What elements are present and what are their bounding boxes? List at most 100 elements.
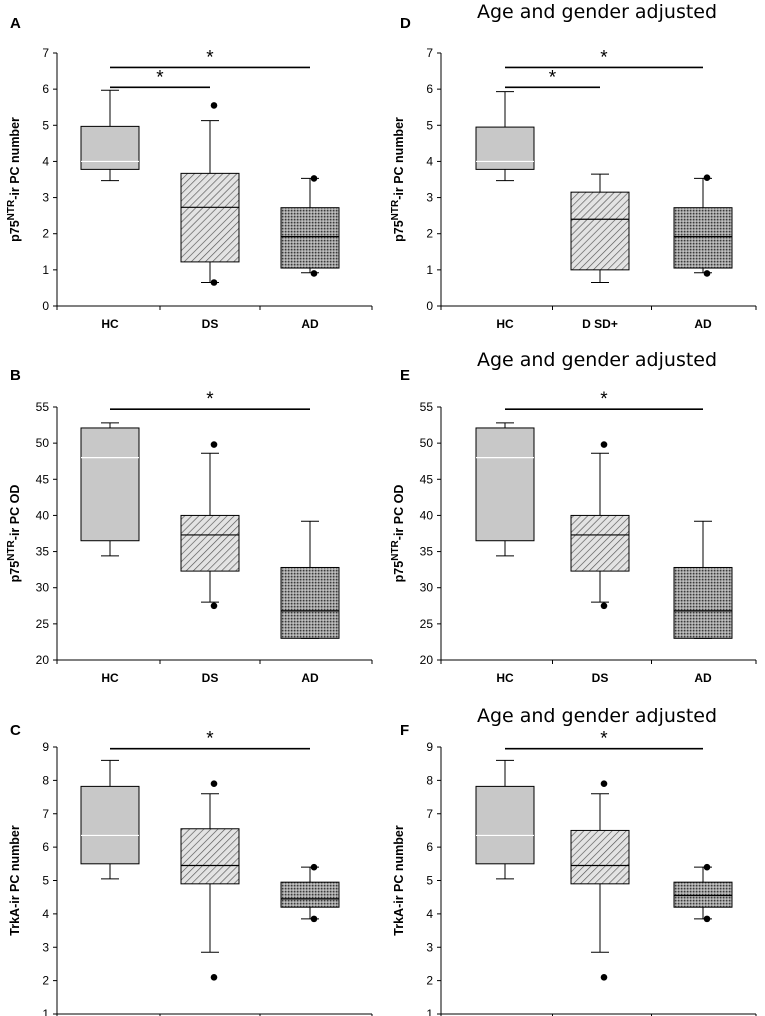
significance-star: *	[600, 389, 608, 410]
iqr-box	[673, 207, 733, 269]
outlier-point	[600, 780, 608, 788]
y-tick-label: 1	[42, 1007, 49, 1016]
significance-star: *	[549, 67, 557, 88]
y-tick-label: 9	[42, 740, 49, 754]
y-tick-label: 30	[36, 581, 50, 595]
iqr-box	[570, 514, 630, 572]
panel-letter: B	[10, 367, 21, 384]
outlier-point	[210, 102, 218, 109]
y-axis-label-superscript: NTR	[390, 539, 401, 560]
box-d-sd+	[570, 173, 630, 284]
outlier-point	[703, 270, 711, 277]
panel-letter: C	[10, 722, 21, 739]
panel-letter: A	[10, 15, 21, 32]
y-tick-label: 5	[426, 874, 433, 888]
x-category-label: D SD+	[582, 317, 618, 331]
outlier-point	[703, 863, 711, 871]
iqr-box	[475, 427, 535, 542]
significance-star: *	[206, 47, 214, 68]
outlier-point	[210, 279, 218, 286]
y-tick-label: 55	[36, 400, 50, 414]
y-axis-label-base: p75	[8, 561, 22, 583]
y-tick-label: 7	[42, 46, 49, 60]
x-category-label: HC	[101, 671, 119, 685]
y-tick-label: 6	[42, 82, 49, 96]
y-axis-label: p75NTR-ir PC number	[6, 117, 22, 242]
y-axis-label-suffix: -ir PC number	[8, 117, 22, 200]
panel-letter: F	[400, 722, 409, 739]
y-axis-label: p75NTR-ir PC OD	[6, 485, 22, 583]
y-tick-label: 20	[36, 653, 50, 667]
box-ad	[280, 520, 340, 639]
y-axis-label-base: p75	[8, 220, 22, 242]
y-tick-label: 45	[36, 472, 50, 486]
y-tick-label: 50	[420, 436, 434, 450]
x-category-label: HC	[496, 671, 514, 685]
y-tick-label: 3	[42, 191, 49, 205]
panel-a: A 0 1 2 3 4 5 6 7 HC DS AD p75NTR-ir PC number * *	[6, 15, 373, 331]
y-axis-label-suffix: -ir PC OD	[392, 485, 406, 541]
significance-star: *	[600, 47, 608, 68]
box-hc	[80, 759, 140, 880]
box-ds	[570, 780, 630, 981]
y-tick-label: 2	[426, 974, 433, 988]
y-tick-label: 25	[420, 617, 434, 631]
x-category-label: AD	[301, 317, 319, 331]
y-tick-label: 5	[426, 118, 433, 132]
outlier-point	[210, 602, 218, 610]
panel-b: B 20 25 30 35 40 45 50 55 HC DS AD p75NTR-ir PC OD *	[6, 367, 373, 685]
y-axis-label-base: TrkA-ir PC number	[392, 825, 406, 936]
y-tick-label: 8	[42, 773, 49, 787]
y-tick-label: 6	[426, 840, 433, 854]
x-category-label: AD	[694, 317, 712, 331]
iqr-box	[475, 126, 535, 170]
y-tick-label: 40	[420, 508, 434, 522]
outlier-point	[703, 174, 711, 181]
y-tick-label: 5	[42, 118, 49, 132]
iqr-box	[570, 829, 630, 885]
y-axis-label-superscript: NTR	[390, 199, 401, 220]
y-tick-label: 9	[426, 740, 433, 754]
iqr-box	[673, 566, 733, 639]
iqr-box	[180, 514, 240, 572]
outlier-point	[310, 270, 318, 277]
box-hc	[80, 422, 140, 557]
y-axis-label-superscript: NTR	[6, 539, 17, 560]
y-tick-label: 25	[36, 617, 50, 631]
iqr-box	[280, 566, 340, 639]
iqr-box	[180, 828, 240, 885]
y-tick-label: 1	[426, 263, 433, 277]
significance-star: *	[600, 729, 608, 750]
box-ad	[673, 520, 733, 639]
box-ds	[570, 441, 630, 610]
box-hc	[475, 422, 535, 557]
panel-title: Age and gender adjusted	[477, 349, 717, 371]
box-ds	[180, 780, 240, 981]
y-tick-label: 7	[426, 46, 433, 60]
iqr-box	[673, 881, 733, 908]
iqr-box	[80, 125, 140, 170]
x-category-label: AD	[694, 671, 712, 685]
y-tick-label: 2	[426, 227, 433, 241]
y-tick-label: 30	[420, 581, 434, 595]
y-tick-label: 7	[42, 807, 49, 821]
panel-c: C123456789HCDSADTrkA-ir PC number*	[8, 722, 373, 1016]
iqr-box	[280, 881, 340, 908]
outlier-point	[703, 915, 711, 923]
y-axis-label-suffix: -ir PC OD	[8, 485, 22, 541]
outlier-point	[310, 175, 318, 182]
y-axis-label-suffix: -ir PC number	[392, 117, 406, 200]
y-tick-label: 3	[42, 940, 49, 954]
outlier-point	[210, 441, 218, 448]
x-category-label: DS	[592, 671, 609, 685]
box-ds	[180, 441, 240, 610]
y-axis-label-base: p75	[392, 220, 406, 242]
iqr-box	[570, 191, 630, 271]
x-category-label: AD	[301, 671, 319, 685]
y-tick-label: 2	[42, 227, 49, 241]
y-tick-label: 0	[426, 299, 433, 313]
y-tick-label: 1	[426, 1007, 433, 1016]
box-ad	[280, 175, 340, 277]
box-ad	[280, 863, 340, 923]
